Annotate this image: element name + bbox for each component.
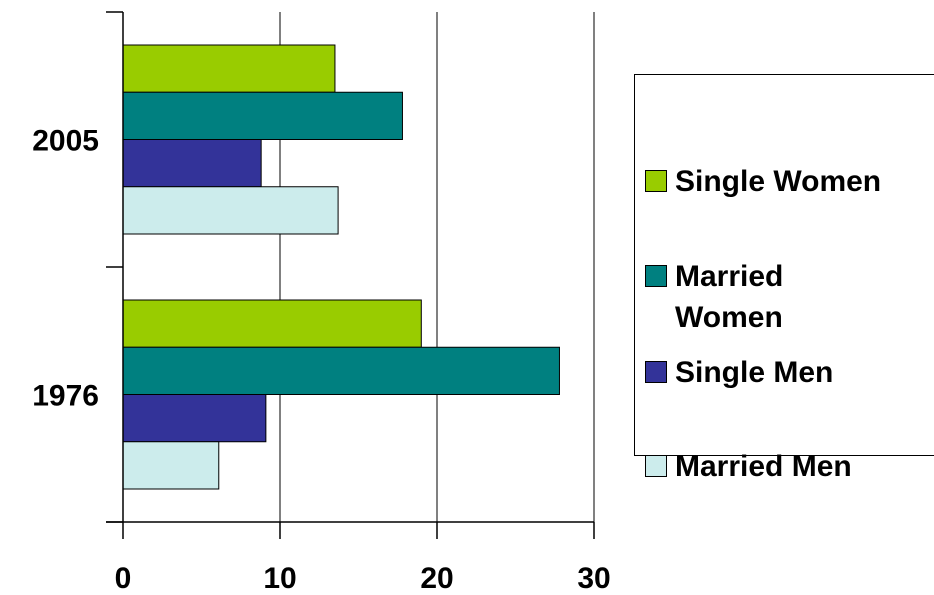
legend-label-single-women: Single Women bbox=[675, 165, 882, 198]
bar-married-men-2005 bbox=[122, 186, 339, 235]
legend-swatch-married-women bbox=[645, 265, 667, 287]
legend-swatch-single-men bbox=[645, 361, 667, 383]
bar-single-women-1976 bbox=[122, 299, 422, 348]
category-label-1976: 1976 bbox=[32, 380, 99, 413]
legend-label-married-men: Married Men bbox=[675, 450, 852, 483]
bar-single-men-1976 bbox=[122, 394, 267, 443]
legend-item-single-women: Single Women bbox=[645, 161, 925, 202]
legend-item-married-women: Married Women bbox=[645, 256, 845, 338]
bar-married-women-2005 bbox=[122, 91, 403, 140]
legend-swatch-single-women bbox=[645, 170, 667, 192]
bar-married-women-1976 bbox=[122, 346, 560, 395]
legend-label-single-men: Single Men bbox=[675, 356, 834, 389]
x-tick-labels: 0 10 20 30 bbox=[115, 562, 611, 595]
legend-swatch-married-men bbox=[645, 455, 667, 477]
legend-label-married-women: Married Women bbox=[675, 260, 784, 334]
bar-single-men-2005 bbox=[122, 139, 262, 188]
bar-single-women-2005 bbox=[122, 44, 336, 93]
x-tick-label-0: 0 bbox=[115, 562, 132, 595]
legend-item-married-men: Married Men bbox=[645, 446, 925, 487]
x-tick-label-30: 30 bbox=[577, 562, 610, 595]
ticks bbox=[106, 11, 595, 539]
category-label-2005: 2005 bbox=[32, 125, 99, 158]
legend-item-single-men: Single Men bbox=[645, 352, 925, 393]
category-labels: 2005 1976 bbox=[32, 125, 99, 413]
x-tick-label-10: 10 bbox=[263, 562, 296, 595]
legend: Single Women Married Women Single Men Ma… bbox=[634, 74, 934, 483]
x-tick-label-20: 20 bbox=[420, 562, 453, 595]
bars bbox=[122, 44, 560, 490]
bar-married-men-1976 bbox=[122, 441, 220, 490]
